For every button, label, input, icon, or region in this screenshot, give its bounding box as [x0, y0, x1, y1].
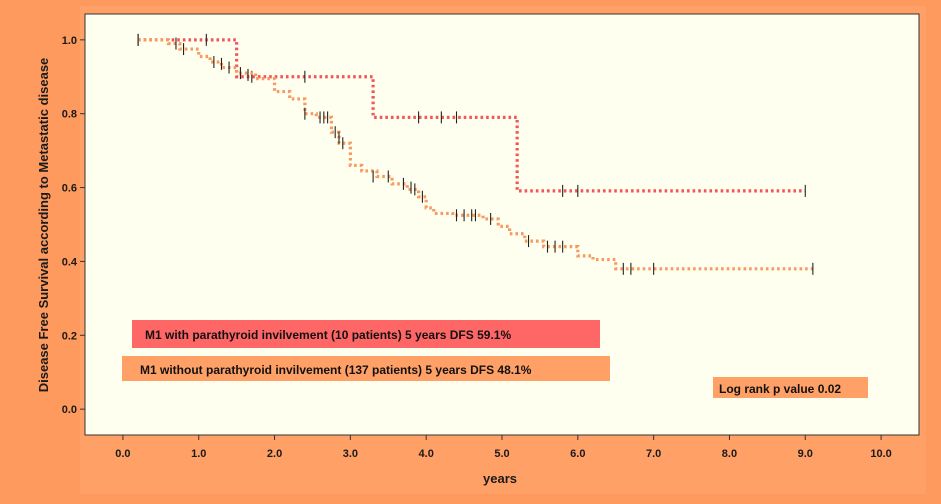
x-tick-label: 5.0	[494, 448, 509, 460]
x-tick-label: 2.0	[267, 448, 282, 460]
x-tick-label: 3.0	[343, 448, 358, 460]
y-tick-label: 0.8	[62, 109, 77, 121]
legend-without-label: M1 without parathyroid invilvement (137 …	[140, 363, 532, 377]
pvalue-label: Log rank p value 0.02	[719, 382, 841, 396]
series-without-parathyroid	[137, 33, 814, 275]
legend-with-label: M1 with parathyroid invilvement (10 pati…	[145, 328, 511, 342]
survival-curve	[138, 38, 813, 271]
legend-without-box	[122, 356, 610, 381]
y-tick-label: 0.0	[62, 404, 77, 416]
survival-curve	[138, 38, 806, 193]
pvalue-annotation: Log rank p value 0.02	[713, 377, 868, 398]
x-tick-label: 9.0	[798, 448, 813, 460]
pvalue-box	[713, 377, 868, 398]
legend-with-box	[132, 320, 600, 348]
x-tick-label: 10.0	[870, 448, 891, 460]
y-tick-label: 0.2	[62, 330, 77, 342]
x-tick-label: 4.0	[419, 448, 434, 460]
x-tick-label: 1.0	[191, 448, 206, 460]
x-tick-label: 0.0	[115, 448, 130, 460]
y-label-panel	[12, 6, 80, 454]
y-tick-label: 0.4	[62, 256, 78, 268]
x-axis: 0.0 1.0 2.0 3.0 4.0 5.0 6.0 7.0 8.0 9.0 10.0	[115, 435, 892, 460]
series-layer	[137, 33, 814, 275]
x-tick-label: 6.0	[570, 448, 585, 460]
y-tick-label: 0.6	[62, 183, 77, 195]
x-axis-title: years	[483, 471, 517, 486]
y-tick-label: 1.0	[62, 35, 77, 47]
x-tick-label: 7.0	[646, 448, 661, 460]
x-tick-label: 8.0	[722, 448, 737, 460]
y-axis-title: Disease Free Survival according to Metas…	[36, 58, 51, 393]
legend: M1 with parathyroid invilvement (10 pati…	[122, 320, 610, 381]
y-axis: 0.0 0.2 0.4 0.6 0.8 1.0	[62, 35, 85, 416]
